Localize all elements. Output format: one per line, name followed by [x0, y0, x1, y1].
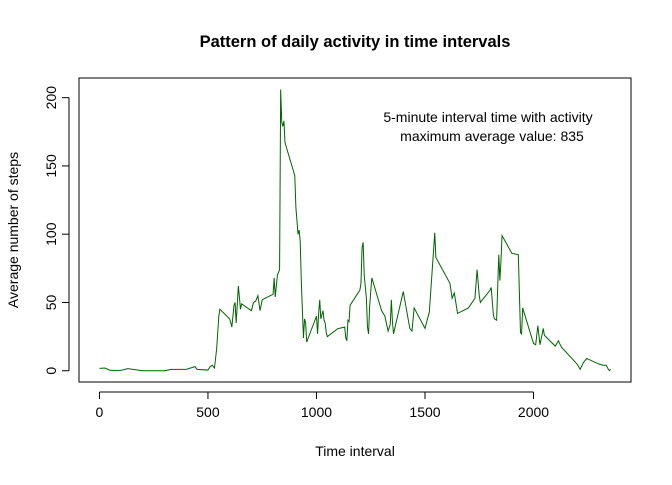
- y-axis-label: Average number of steps: [5, 152, 21, 308]
- x-tick-label: 0: [96, 404, 104, 420]
- plot-frame: [78, 77, 632, 383]
- y-tick-label: 100: [43, 222, 59, 246]
- x-tick-label: 1500: [409, 404, 440, 420]
- y-tick-label: 150: [43, 154, 59, 178]
- chart-title: Pattern of daily activity in time interv…: [200, 33, 511, 51]
- annotation: 5-minute interval time with activity: [383, 109, 592, 125]
- x-axis-label: Time interval: [315, 443, 395, 459]
- y-tick-label: 50: [43, 294, 59, 310]
- y-tick-label: 200: [43, 86, 59, 110]
- x-tick-label: 1000: [301, 404, 332, 420]
- x-tick-label: 500: [196, 404, 220, 420]
- x-tick-label: 2000: [518, 404, 549, 420]
- y-tick-label: 0: [43, 367, 59, 375]
- annotation: maximum average value: 835: [400, 128, 584, 144]
- data-line: [99, 89, 611, 372]
